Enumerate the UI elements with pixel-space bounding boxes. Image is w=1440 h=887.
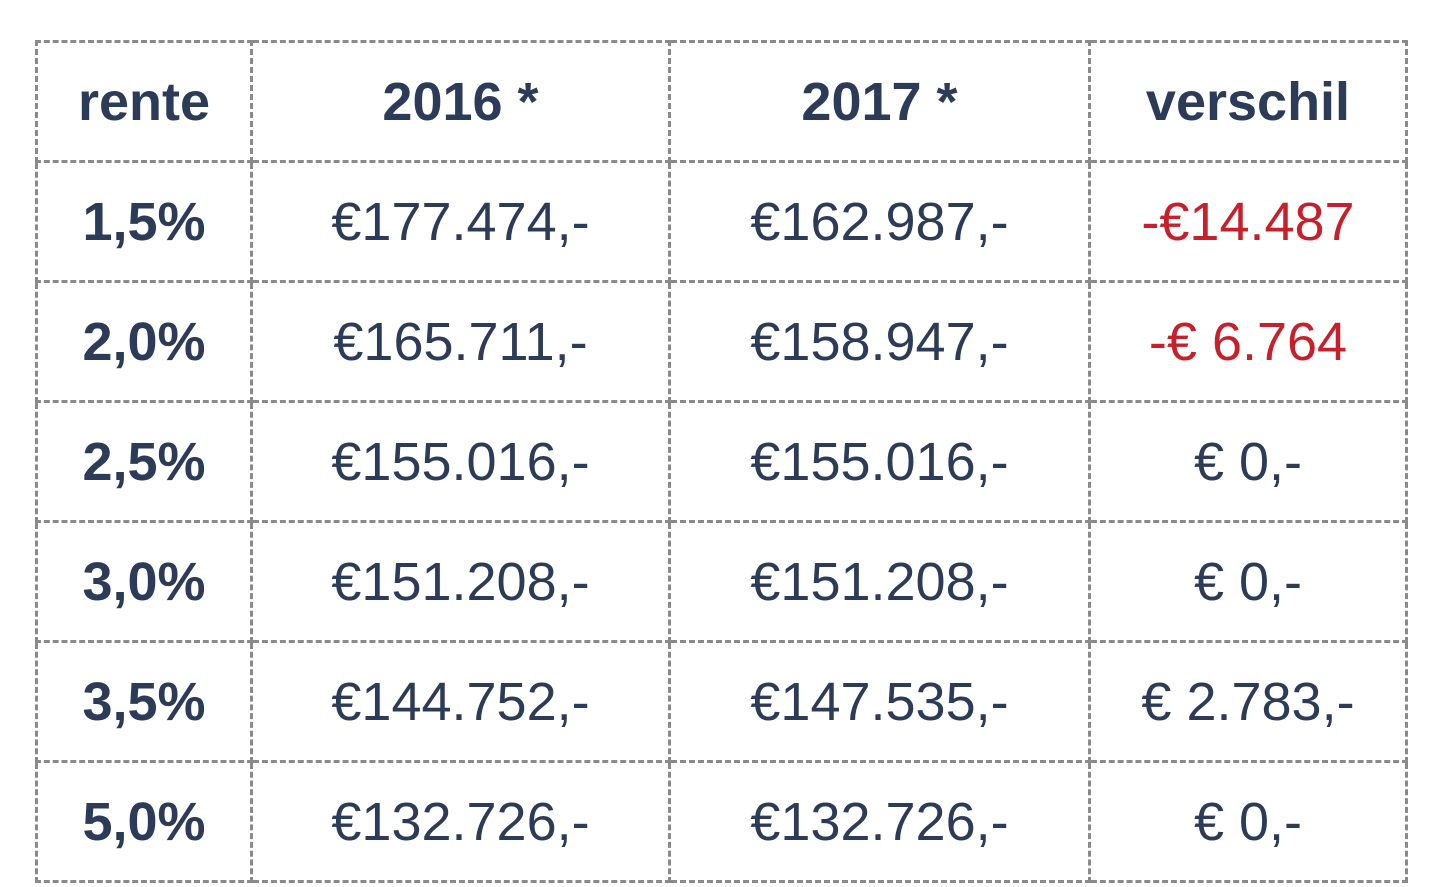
row: 3,5% €144.752,- €147.535,- € 2.783,- bbox=[35, 640, 1408, 763]
cell: € 0,- bbox=[1088, 520, 1408, 643]
cell: 3,5% bbox=[35, 640, 253, 763]
cell: €151.208,- bbox=[668, 520, 1091, 643]
header-cell: 2016 * bbox=[250, 40, 671, 163]
cell: 3,0% bbox=[35, 520, 253, 643]
cell: €144.752,- bbox=[250, 640, 671, 763]
header-cell: verschil bbox=[1088, 40, 1408, 163]
cell: €132.726,- bbox=[668, 760, 1091, 883]
cell: €162.987,- bbox=[668, 160, 1091, 283]
cell: €165.711,- bbox=[250, 280, 671, 403]
cell: € 0,- bbox=[1088, 760, 1408, 883]
cell: € 2.783,- bbox=[1088, 640, 1408, 763]
row: 2,5% €155.016,- €155.016,- € 0,- bbox=[35, 400, 1408, 523]
table-wrap: rente 2016 * 2017 * verschil 1,5% €177.47… bbox=[35, 40, 1408, 883]
cell: 1,5% bbox=[35, 160, 253, 283]
row: 3,0% €151.208,- €151.208,- € 0,- bbox=[35, 520, 1408, 643]
row: 2,0% €165.711,- €158.947,- -€ 6.764 bbox=[35, 280, 1408, 403]
header-row: rente 2016 * 2017 * verschil bbox=[35, 40, 1408, 163]
cell: €151.208,- bbox=[250, 520, 671, 643]
cell: €158.947,- bbox=[668, 280, 1091, 403]
row: 5,0% €132.726,- €132.726,- € 0,- bbox=[35, 760, 1408, 883]
table: rente 2016 * 2017 * verschil 1,5% €177.47… bbox=[35, 40, 1408, 883]
cell: €132.726,- bbox=[250, 760, 671, 883]
cell: €155.016,- bbox=[668, 400, 1091, 523]
cell: 2,5% bbox=[35, 400, 253, 523]
cell: -€14.487 bbox=[1088, 160, 1408, 283]
cell: €155.016,- bbox=[250, 400, 671, 523]
header-cell: 2017 * bbox=[668, 40, 1091, 163]
cell: 5,0% bbox=[35, 760, 253, 883]
row: 1,5% €177.474,- €162.987,- -€14.487 bbox=[35, 160, 1408, 283]
cell: -€ 6.764 bbox=[1088, 280, 1408, 403]
cell: 2,0% bbox=[35, 280, 253, 403]
cell: €177.474,- bbox=[250, 160, 671, 283]
cell: €147.535,- bbox=[668, 640, 1091, 763]
header-cell: rente bbox=[35, 40, 253, 163]
cell: € 0,- bbox=[1088, 400, 1408, 523]
